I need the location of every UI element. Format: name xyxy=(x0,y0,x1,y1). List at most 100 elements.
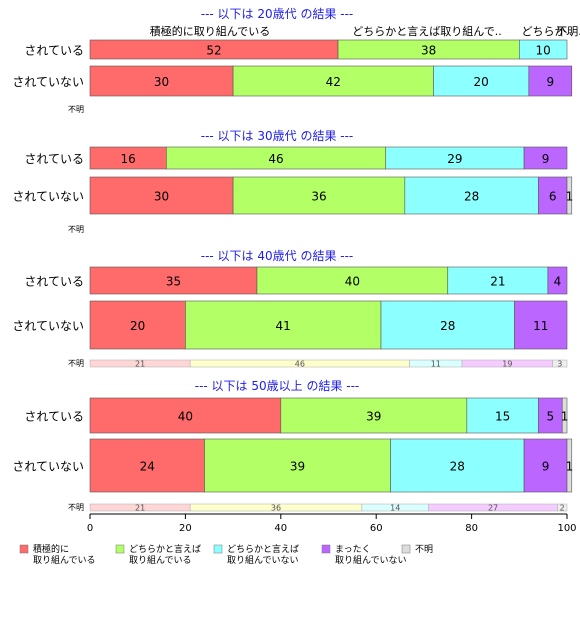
row-label: されている xyxy=(24,410,84,424)
bar-segment xyxy=(528,65,573,97)
legend-swatch xyxy=(213,544,223,554)
top-column-label: どちらかと言えば取り組んで.. xyxy=(352,25,501,38)
bar-segment xyxy=(256,266,449,295)
bar-segment xyxy=(523,146,568,170)
data-label: 1 xyxy=(561,410,569,424)
panel-title: --- 以下は 30歳代 の結果 --- xyxy=(201,129,354,143)
bar-segment xyxy=(514,300,568,350)
data-label: 36 xyxy=(311,190,326,204)
data-label: 10 xyxy=(536,44,551,58)
bar-segment xyxy=(204,438,391,493)
unknown-label: 不明 xyxy=(68,503,84,512)
x-tick-label: 100 xyxy=(557,523,576,534)
panel-title: --- 以下は 50歳以上 の結果 --- xyxy=(195,379,360,393)
row-label: されていない xyxy=(12,75,84,89)
bar-segment xyxy=(566,438,573,493)
top-column-label: 積極的に取り組んでいる xyxy=(150,24,270,38)
data-label: 20 xyxy=(473,75,488,89)
data-label: 1 xyxy=(566,190,574,204)
data-label: 11 xyxy=(533,319,548,333)
row-label: されていない xyxy=(12,190,84,204)
bar-segment xyxy=(89,266,258,295)
row-label: されていない xyxy=(12,460,84,474)
data-label: 41 xyxy=(276,319,291,333)
bar-segment xyxy=(390,438,525,493)
legend-swatch xyxy=(401,544,411,554)
data-label: 4 xyxy=(554,275,562,289)
data-label: 9 xyxy=(546,75,554,89)
legend-label: 取り組んでいる xyxy=(129,554,192,566)
legend-label: 取り組んでいない xyxy=(227,554,299,566)
row-label: されている xyxy=(24,44,84,58)
unknown-segment xyxy=(557,503,568,512)
unknown-value: 21 xyxy=(135,504,145,513)
bar-segment xyxy=(280,397,468,434)
bar-segment xyxy=(89,397,282,434)
unknown-value: 27 xyxy=(488,504,498,513)
data-label: 30 xyxy=(154,190,169,204)
unknown-value: 3 xyxy=(557,360,562,369)
top-column-label: どちらか.. xyxy=(522,25,573,38)
unknown-label: 不明 xyxy=(68,105,84,114)
bar-segment xyxy=(232,176,406,215)
data-label: 5 xyxy=(546,410,554,424)
unknown-value: 2 xyxy=(560,504,565,513)
x-tick-label: 80 xyxy=(465,523,478,534)
data-label: 28 xyxy=(464,190,479,204)
data-label: 46 xyxy=(268,152,283,166)
unknown-value: 46 xyxy=(295,360,305,369)
unknown-value: 36 xyxy=(271,504,281,513)
unknown-value: 11 xyxy=(431,360,441,369)
bar-segment xyxy=(447,266,549,295)
legend-label: 積極的に xyxy=(33,543,69,555)
data-label: 9 xyxy=(542,152,550,166)
unknown-segment xyxy=(552,359,568,368)
unknown-value: 19 xyxy=(502,360,512,369)
legend-swatch xyxy=(19,544,29,554)
bar-segment xyxy=(185,300,382,350)
legend-label: まったく xyxy=(335,544,371,555)
bar-segment xyxy=(518,39,568,60)
row-label: されている xyxy=(24,275,84,289)
data-label: 28 xyxy=(450,460,465,474)
bar-segment xyxy=(380,300,515,350)
data-label: 39 xyxy=(366,410,381,424)
legend-label: どちらかと言えば xyxy=(129,543,201,555)
unknown-value: 14 xyxy=(390,504,400,513)
data-label: 9 xyxy=(542,460,550,474)
legend-label: 取り組んでいない xyxy=(335,554,407,566)
legend-label: 不明 xyxy=(415,544,433,555)
row-label: されていない xyxy=(12,319,84,333)
unknown-label: 不明 xyxy=(68,225,84,234)
bar-segment xyxy=(561,397,568,434)
bar-segment xyxy=(232,65,434,97)
data-label: 38 xyxy=(421,44,436,58)
x-tick-label: 0 xyxy=(87,523,93,534)
x-tick-label: 20 xyxy=(179,523,192,534)
unknown-label: 不明 xyxy=(68,359,84,368)
bar-segment xyxy=(89,438,205,493)
row-label: されている xyxy=(24,152,84,166)
data-label: 40 xyxy=(345,275,360,289)
data-label: 35 xyxy=(166,275,181,289)
bar-segment xyxy=(433,65,530,97)
bar-segment xyxy=(466,397,539,434)
legend-label: どちらかと言えば xyxy=(227,543,299,555)
x-tick-label: 40 xyxy=(274,523,287,534)
panel-title: --- 以下は 40歳代 の結果 --- xyxy=(201,249,354,263)
unknown-value: 21 xyxy=(135,360,145,369)
panel-title: --- 以下は 20歳代 の結果 --- xyxy=(201,7,354,21)
data-label: 52 xyxy=(206,44,221,58)
data-label: 24 xyxy=(140,460,155,474)
data-label: 29 xyxy=(447,152,462,166)
bar-segment xyxy=(566,176,573,215)
data-label: 39 xyxy=(290,460,305,474)
bar-segment xyxy=(89,176,234,215)
data-label: 28 xyxy=(440,319,455,333)
data-label: 40 xyxy=(178,410,193,424)
data-label: 16 xyxy=(121,152,136,166)
bar-segment xyxy=(523,438,568,493)
data-label: 1 xyxy=(566,460,574,474)
